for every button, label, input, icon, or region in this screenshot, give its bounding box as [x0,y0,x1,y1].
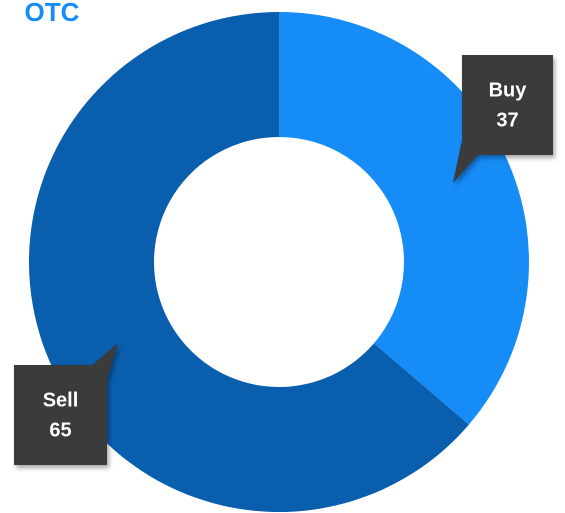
chart-title: OTC [25,0,80,27]
callout [14,343,118,465]
callout-name: Buy [489,79,528,101]
callout-box [462,55,553,155]
callout-box [14,365,107,465]
callout-value: 65 [49,419,71,441]
callouts: Buy 37 Sell 65 [14,55,553,465]
callout-value: 37 [496,109,518,131]
donut-slice [29,12,469,512]
callout-name: Sell [43,389,79,411]
callout [453,55,553,183]
